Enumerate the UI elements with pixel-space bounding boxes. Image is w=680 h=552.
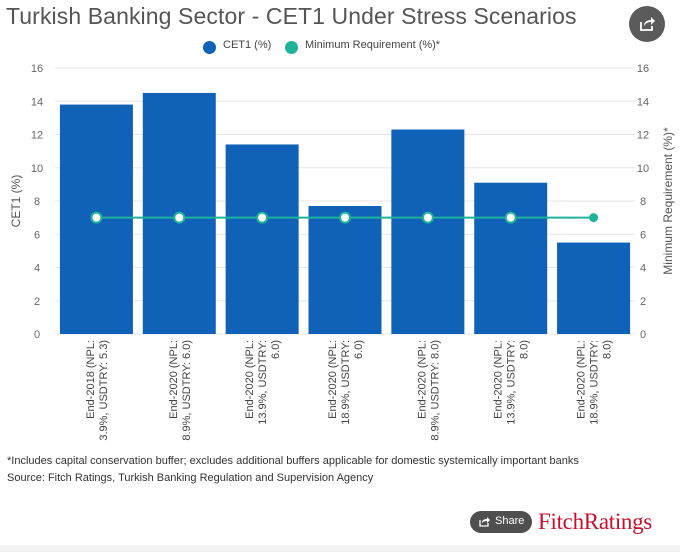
x-tick-label-line: 6.0) — [353, 340, 365, 359]
x-tick-label: End-2018 (NPL: 3.9%, USDTRY: 5.3) — [85, 340, 110, 441]
share-button[interactable]: Share — [470, 511, 532, 533]
bar-cet1-4 — [308, 205, 382, 334]
bar-cet1-7 — [557, 242, 631, 334]
footnote: *Includes capital conservation buffer; e… — [7, 455, 579, 467]
y-tick-label-left: 4 — [34, 263, 40, 275]
fitch-ratings-logo[interactable]: FitchRatings — [538, 509, 652, 534]
y-tick-label-right: 10 — [637, 163, 649, 175]
legend-label-minimum[interactable]: Minimum Requirement (%)* — [305, 39, 441, 51]
x-tick-label-line: End-2020 (NPL: — [416, 340, 428, 419]
share-icon — [640, 17, 655, 31]
bar-cet1-3 — [225, 144, 299, 334]
x-tick-label: End-2020 (NPL: 8.9%, USDTRY: 6.0) — [168, 340, 193, 441]
x-tick-label-line: End-2020 (NPL: — [576, 340, 588, 419]
x-tick-label-line: 13.9%, USDTRY: — [257, 340, 269, 425]
y-tick-label-left: 14 — [31, 96, 43, 108]
y-tick-label-right: 8 — [640, 196, 646, 208]
point-minimum-1 — [90, 211, 103, 224]
y-tick-label-left: 10 — [31, 163, 43, 175]
x-tick-label-line: 6.0) — [270, 340, 282, 359]
point-minimum-4 — [339, 211, 351, 224]
x-tick-label: End-2020 (NPL: 8.9%, USDTRY: 8.0) — [416, 340, 441, 441]
x-tick-label-line: 13.9%, USDTRY: — [506, 340, 518, 425]
y2-axis-title: Minimum Requirement (%)* — [661, 127, 675, 275]
y-tick-label-left: 2 — [34, 296, 40, 308]
point-minimum-2 — [173, 211, 186, 224]
chart-title: Turkish Banking Sector - CET1 Under Stre… — [6, 3, 577, 29]
x-tick-label-line: 8.9%, USDTRY: 8.0) — [429, 340, 441, 441]
chart-area: 0 0 2 2 4 4 6 6 8 8 10 10 12 12 14 14 16 16 CET1 (%) Minimu… — [9, 63, 675, 441]
y-tick-label-right: 14 — [637, 96, 649, 108]
y-tick-label-right: 6 — [640, 229, 646, 241]
point-minimum-3 — [256, 211, 269, 224]
point-minimum-7 — [589, 213, 599, 223]
point-minimum-5 — [421, 211, 434, 224]
x-tick-label-line: 8.9%, USDTRY: 6.0) — [181, 340, 193, 441]
source-note: Source: Fitch Ratings, Turkish Banking R… — [7, 472, 374, 484]
x-tick-label-line: 18.9%, USDTRY: — [589, 340, 601, 425]
x-tick-label: End-2020 (NPL: 18.9%, USDTRY: 6.0) — [327, 340, 365, 425]
y-tick-label-left: 16 — [31, 63, 43, 75]
legend-label-cet1[interactable]: CET1 (%) — [223, 39, 272, 51]
y-tick-label-left: 6 — [34, 229, 40, 241]
y-tick-label-left: 12 — [31, 130, 43, 142]
bottom-divider — [0, 545, 680, 552]
x-tick-label-line: 8.0) — [519, 340, 531, 359]
x-tick-label-line: End-2018 (NPL: — [85, 340, 97, 419]
x-tick-label-line: End-2020 (NPL: — [168, 340, 180, 419]
chart-legend: CET1 (%) Minimum Requirement (%)* — [0, 36, 680, 58]
bar-cet1-5 — [391, 129, 465, 334]
x-tick-label-line: End-2020 (NPL: — [327, 340, 339, 419]
legend-marker-minimum[interactable] — [285, 41, 298, 54]
y-tick-label-left: 8 — [34, 196, 40, 208]
x-tick-label-line: 8.0) — [602, 340, 614, 359]
bar-cet1-6 — [474, 182, 548, 334]
y-axis-title: CET1 (%) — [9, 175, 23, 228]
share-icon-button[interactable] — [629, 6, 665, 42]
y-tick-label-right: 4 — [640, 263, 646, 275]
y-tick-label-right: 16 — [637, 63, 649, 75]
y-tick-label-right: 0 — [640, 329, 646, 341]
y-tick-label-left: 0 — [34, 329, 40, 341]
x-tick-label: End-2020 (NPL: 18.9%, USDTRY: 8.0) — [576, 340, 614, 425]
y-tick-label-right: 12 — [637, 130, 649, 142]
legend-marker-cet1[interactable] — [203, 41, 216, 54]
share-icon — [479, 517, 490, 527]
x-tick-label-line: End-2020 (NPL: — [493, 340, 505, 419]
x-tick-label-line: 18.9%, USDTRY: — [340, 340, 352, 425]
x-tick-label-line: End-2020 (NPL: — [244, 340, 256, 419]
x-tick-label-line: 3.9%, USDTRY: 5.3) — [98, 340, 110, 441]
x-tick-label: End-2020 (NPL: 13.9%, USDTRY: 6.0) — [244, 340, 282, 425]
y-tick-label-right: 2 — [640, 296, 646, 308]
share-button-label: Share — [495, 515, 525, 527]
point-minimum-6 — [504, 211, 517, 224]
x-tick-label: End-2020 (NPL: 13.9%, USDTRY: 8.0) — [493, 340, 531, 425]
